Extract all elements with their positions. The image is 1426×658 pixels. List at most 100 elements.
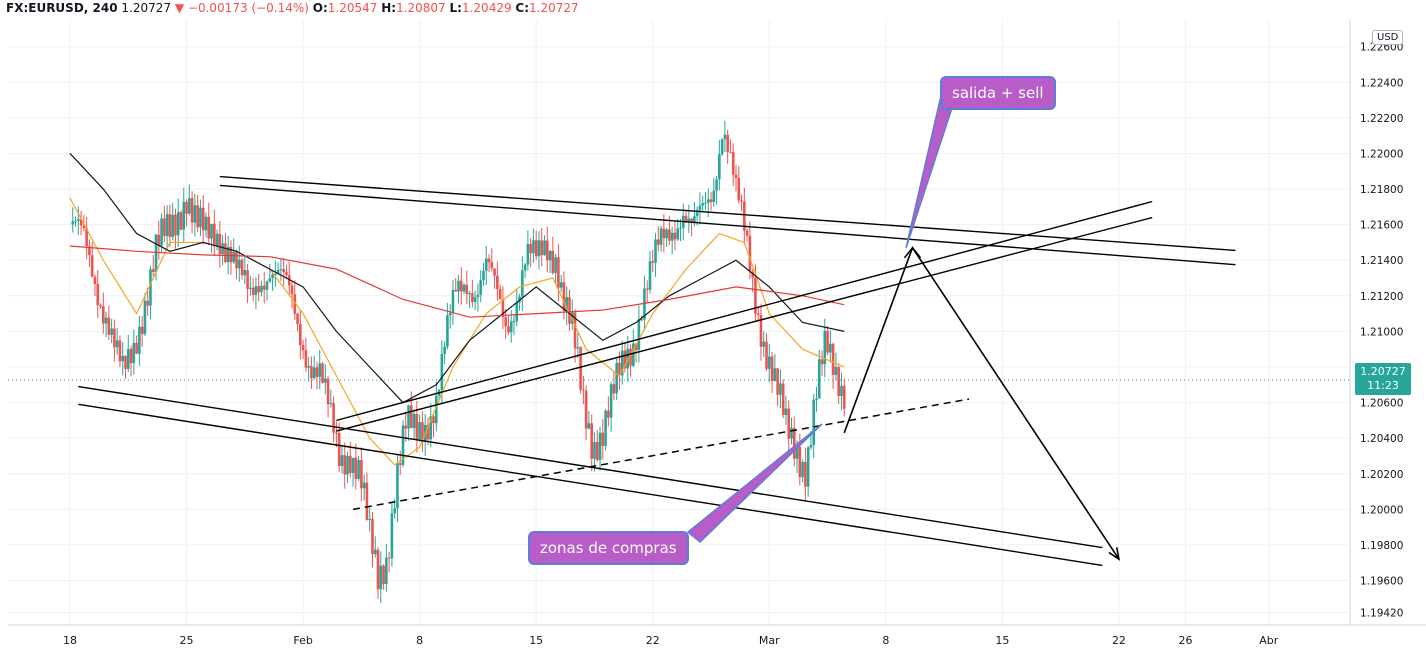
candle-body — [138, 326, 141, 354]
candle-body — [304, 350, 308, 368]
candle-body — [221, 243, 224, 255]
sell-callout[interactable]: salida + sell — [940, 76, 1056, 110]
candle-body — [285, 272, 288, 276]
x-tick-label: Mar — [759, 634, 780, 647]
candle-body — [543, 240, 546, 256]
candle-body — [773, 368, 777, 381]
candle-body — [429, 416, 433, 440]
candle-body — [790, 427, 793, 439]
candle-body — [115, 340, 119, 348]
candle-body — [160, 218, 163, 246]
candle-body — [201, 207, 205, 231]
candle-body — [640, 319, 643, 321]
candle-body — [829, 343, 832, 353]
candle-body — [171, 214, 174, 238]
candle-body — [532, 240, 535, 254]
candle-body — [432, 416, 435, 424]
candle-body — [435, 395, 438, 424]
candle-body — [82, 225, 86, 229]
x-tick-label: Feb — [293, 634, 312, 647]
open-value: 1.20547 — [327, 1, 378, 15]
candle-body — [373, 549, 377, 555]
candle-body — [809, 444, 813, 448]
candle-body — [748, 235, 752, 272]
candle-body — [126, 348, 130, 369]
candle-body — [362, 482, 366, 489]
candle-body — [548, 250, 552, 261]
candle-body — [720, 139, 724, 155]
candle-body — [712, 190, 716, 203]
candle-body — [459, 280, 463, 292]
candle-body — [121, 355, 125, 362]
last-price-label: 1.20727 11:23 — [1355, 363, 1411, 395]
candle-body — [634, 343, 638, 351]
candle-body — [612, 384, 616, 394]
candle-body — [590, 423, 593, 459]
candle-body — [662, 228, 666, 239]
candle-body — [179, 212, 183, 230]
candle-body — [601, 432, 605, 446]
candle-body — [537, 240, 541, 257]
candle-body — [199, 207, 202, 228]
candle-body — [529, 244, 532, 254]
high-label: H: — [381, 1, 397, 15]
symbol-label[interactable]: FX:EURUSD, 240 — [6, 1, 118, 15]
candle-body — [354, 457, 358, 479]
y-tick-label: 1.22400 — [1360, 77, 1403, 89]
dashed-support — [352, 398, 970, 511]
candle-body — [204, 216, 208, 231]
candle-body — [706, 199, 710, 203]
candle-body — [668, 229, 671, 241]
candle-body — [576, 347, 580, 349]
candle-body — [704, 202, 707, 204]
candle-body — [559, 282, 563, 288]
candle-body — [113, 328, 116, 348]
candle-body — [784, 408, 788, 416]
candle-body — [670, 232, 674, 241]
candle-body — [185, 201, 188, 214]
currency-badge[interactable]: USD — [1372, 30, 1404, 45]
candle-body — [290, 285, 294, 295]
candle-body — [676, 228, 680, 240]
candle-body — [360, 460, 363, 489]
trendline-drawings[interactable] — [78, 98, 1236, 567]
candle-body — [237, 259, 241, 269]
candle-body — [107, 317, 111, 335]
candle-body — [390, 513, 394, 559]
candle-body — [482, 270, 485, 281]
last-price-value: 1.20727 — [1360, 365, 1406, 378]
candle-body — [410, 405, 413, 428]
candle-body — [579, 347, 582, 390]
candle-body — [623, 350, 627, 369]
x-tick-label: 8 — [882, 634, 889, 647]
candle-body — [837, 366, 840, 397]
candle-body — [546, 240, 549, 261]
price-series — [8, 120, 1350, 604]
candle-body — [165, 214, 169, 237]
candle-body — [840, 385, 843, 397]
candle-body — [726, 134, 729, 152]
candle-body — [318, 363, 322, 377]
candle-body — [143, 300, 147, 334]
candle-body — [176, 212, 180, 236]
candle-body — [817, 359, 821, 399]
candle-body — [729, 151, 732, 153]
candle-body — [645, 288, 649, 290]
candle-body — [734, 174, 738, 179]
candle-body — [365, 482, 369, 520]
candle-body — [182, 201, 186, 230]
candle-body — [110, 328, 113, 335]
y-tick-label: 1.20400 — [1360, 433, 1403, 445]
bar-countdown: 11:23 — [1367, 379, 1399, 392]
rising-channel-b — [336, 216, 1153, 432]
candle-body — [462, 284, 466, 292]
candle-body — [265, 281, 269, 290]
open-label: O: — [312, 1, 328, 15]
buy-callout[interactable]: zonas de compras — [528, 531, 689, 565]
candle-body — [332, 403, 335, 433]
candle-body — [412, 413, 416, 428]
candle-body — [74, 220, 77, 222]
candle-body — [235, 251, 238, 269]
candle-body — [104, 317, 108, 324]
